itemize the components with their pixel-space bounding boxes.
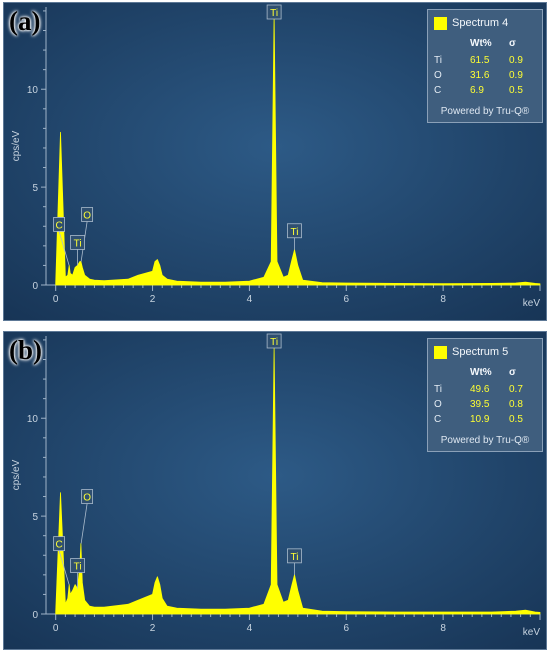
peak-label-ti: Ti — [266, 4, 282, 20]
peak-label-box — [266, 4, 282, 20]
x-tick-label: 6 — [343, 623, 349, 634]
peak-label-text: Ti — [270, 8, 278, 19]
legend-sigma: 0.9 — [509, 70, 523, 81]
legend-powered-by: Powered by Tru-Q® — [440, 435, 530, 446]
peak-label-box — [70, 558, 85, 573]
x-tick-label: 8 — [440, 623, 446, 634]
peak-label-ti: Ti — [287, 223, 302, 250]
x-tick-label: 4 — [247, 623, 253, 634]
legend-element: O — [434, 399, 442, 410]
peak-label-text: O — [83, 493, 91, 504]
peak-label-text: Ti — [270, 337, 278, 348]
x-tick-label: 0 — [53, 623, 59, 634]
x-tick-label: 8 — [440, 294, 446, 305]
legend-element: C — [434, 414, 442, 425]
y-tick-label: 10 — [27, 414, 39, 425]
peak-label-box — [81, 207, 94, 222]
peak-label-leader — [80, 503, 88, 544]
legend-element: Ti — [434, 384, 442, 395]
legend-row: Ti 61.5 0.9 — [434, 55, 538, 69]
x-axis-label: keV — [523, 298, 541, 309]
peak-label-text: Ti — [74, 238, 82, 249]
peak-label-text: Ti — [290, 552, 298, 563]
y-axis-label: cps/eV — [11, 130, 22, 161]
spectrum-series — [55, 347, 541, 615]
peak-label-box — [53, 217, 66, 232]
peak-label-ti: Ti — [70, 235, 85, 266]
legend-spectrum-name: Spectrum 5 — [452, 346, 509, 358]
y-tick-label: 10 — [27, 85, 39, 96]
legend-sigma: 0.5 — [509, 414, 523, 425]
spectrum-panel-a: 0 2 4 6 8 keV 0 5 10 cps/eV C O Ti Ti Ti (a) Spectrum … — [3, 2, 547, 321]
legend-wt: 6.9 — [470, 85, 484, 96]
peak-label-box — [287, 223, 302, 239]
peak-label-ti: Ti — [287, 548, 302, 575]
legend-element: C — [434, 85, 442, 96]
peak-label-c: C — [53, 217, 70, 266]
legend-swatch — [434, 346, 447, 359]
peak-label-c: C — [53, 536, 70, 585]
x-tick-label: 4 — [247, 294, 253, 305]
legend-powered-by: Powered by Tru-Q® — [440, 106, 530, 117]
peak-label-text: O — [83, 211, 91, 222]
legend-swatch — [434, 17, 447, 30]
x-tick-label: 0 — [53, 294, 59, 305]
x-axis-label: keV — [523, 627, 541, 638]
legend-wt: 31.6 — [470, 70, 490, 81]
peak-label-o: O — [80, 489, 94, 544]
legend-wt: 49.6 — [470, 384, 490, 395]
legend-row: C 6.9 0.5 — [434, 85, 538, 99]
legend-element: Ti — [434, 55, 442, 66]
peak-label-box — [53, 536, 66, 552]
legend-header-wt: Wt% — [470, 38, 492, 49]
x-tick-label: 2 — [150, 623, 156, 634]
legend-wt: 61.5 — [470, 55, 490, 66]
peak-label-text: C — [55, 540, 62, 551]
legend-header-sigma: σ — [509, 38, 516, 49]
peak-label-text: Ti — [74, 562, 82, 573]
legend-header-wt: Wt% — [470, 367, 492, 378]
legend-row: Ti 49.6 0.7 — [434, 384, 538, 398]
panel-letter-a: (a) — [9, 6, 41, 36]
legend-header-sigma: σ — [509, 367, 516, 378]
peak-label-text: C — [55, 220, 62, 231]
peak-label-text: Ti — [290, 227, 298, 238]
peak-label-box — [70, 235, 85, 250]
legend-row: O 39.5 0.8 — [434, 399, 538, 413]
legend-sigma: 0.7 — [509, 384, 523, 395]
legend-sigma: 0.9 — [509, 55, 523, 66]
legend-a: Spectrum 4 Wt% σ Ti 61.5 0.9 O 31.6 0.9 … — [427, 9, 543, 123]
peak-label-box — [287, 548, 302, 564]
peak-label-box — [266, 333, 282, 349]
legend-sigma: 0.8 — [509, 399, 523, 410]
x-tick-label: 6 — [343, 294, 349, 305]
legend-b: Spectrum 5 Wt% σ Ti 49.6 0.7 O 39.5 0.8 … — [427, 338, 543, 452]
legend-element: O — [434, 70, 442, 81]
peak-label-box — [81, 489, 94, 504]
y-tick-label: 0 — [32, 281, 38, 292]
x-tick-label: 2 — [150, 294, 156, 305]
y-axis-label: cps/eV — [11, 459, 22, 490]
legend-row: O 31.6 0.9 — [434, 70, 538, 84]
spectrum-panel-b: 0 2 4 6 8 keV 0 5 10 cps/eV C O Ti Ti Ti (b) Spectrum … — [3, 331, 547, 650]
legend-sigma: 0.5 — [509, 85, 523, 96]
legend-spectrum-name: Spectrum 4 — [452, 17, 509, 29]
peak-label-leader — [58, 550, 70, 585]
legend-wt: 10.9 — [470, 414, 490, 425]
peak-label-leader — [58, 231, 70, 266]
spectrum-series — [55, 14, 541, 286]
peak-label-ti: Ti — [70, 558, 85, 589]
legend-wt: 39.5 — [470, 399, 490, 410]
y-tick-label: 5 — [32, 183, 38, 194]
legend-row: C 10.9 0.5 — [434, 414, 538, 428]
y-tick-label: 0 — [32, 610, 38, 621]
peak-label-ti: Ti — [266, 333, 282, 349]
y-tick-label: 5 — [32, 512, 38, 523]
panel-letter-b: (b) — [9, 335, 42, 365]
